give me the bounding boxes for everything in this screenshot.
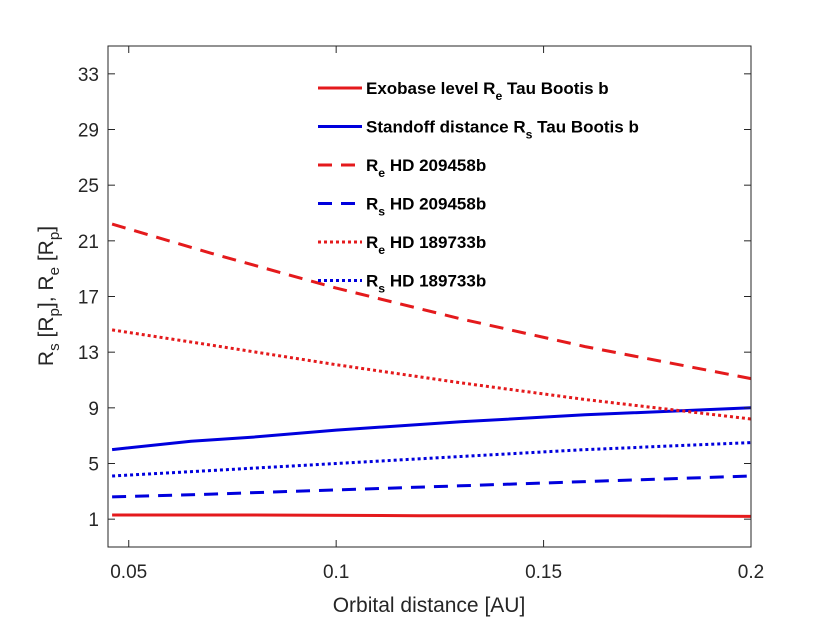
- series-line-3: [111, 222, 752, 381]
- series-line-5: [111, 328, 752, 421]
- y-tick-label: 33: [78, 65, 99, 86]
- y-tick-label: 29: [78, 121, 99, 142]
- series-line-1: [112, 513, 752, 518]
- legend: Exobase level Re Tau Bootis b Standoff di…: [318, 79, 639, 296]
- plot-background: [108, 46, 751, 547]
- legend-label-1: Exobase level Re Tau Bootis b: [366, 79, 609, 103]
- y-tick-label: 25: [78, 176, 99, 197]
- legend-label-5: Re HD 189733b: [366, 233, 486, 257]
- y-tick-label: 9: [88, 399, 99, 420]
- x-tick-label: 0.2: [738, 562, 764, 583]
- legend-label-4: Rs HD 209458b: [366, 195, 486, 219]
- y-axis-label: Rs [Rp], Re [Rp]: [35, 226, 63, 366]
- series-line-2: [111, 406, 752, 452]
- legend-label-6: Rs HD 189733b: [366, 272, 486, 296]
- legend-label-2: Standoff distance Rs Tau Bootis b: [366, 118, 639, 142]
- series-line-4: [112, 474, 752, 499]
- y-tick-label: 17: [78, 288, 99, 309]
- series-layer: [111, 222, 752, 518]
- y-tick-label: 21: [78, 232, 99, 253]
- x-axis-label: Orbital distance [AU]: [333, 594, 526, 617]
- x-tick-label: 0.1: [323, 562, 349, 583]
- y-tick-label: 5: [88, 455, 99, 476]
- legend-label-3: Re HD 209458b: [366, 156, 486, 180]
- x-tick-label: 0.05: [110, 562, 147, 583]
- y-tick-label: 13: [78, 343, 99, 364]
- y-tick-label: 1: [88, 510, 99, 531]
- tick-layer: 0.05 0.1 0.15 0.2 1 5 9 13 17 21 25 29 33: [78, 46, 764, 583]
- x-tick-label: 0.15: [525, 562, 562, 583]
